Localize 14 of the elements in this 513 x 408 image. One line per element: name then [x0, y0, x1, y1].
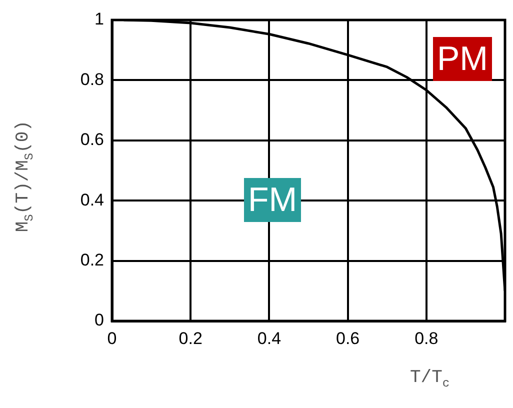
y-tick-label: 0.8: [80, 70, 104, 89]
x-tick-label: 0.8: [414, 328, 438, 348]
annotation: PM: [433, 37, 492, 81]
y-tick-label: 0: [94, 310, 104, 330]
x-tick-label: 0.4: [257, 328, 282, 348]
y-tick-label: 0.4: [80, 190, 104, 210]
annotation: FM: [244, 178, 302, 222]
x-tick-label: 0.2: [178, 328, 202, 348]
y-tick-label: 0.6: [80, 130, 104, 150]
x-tick-label: 0: [107, 328, 117, 348]
y-tick-label: 1: [94, 10, 104, 29]
y-tick-label: 0.2: [80, 250, 104, 270]
x-axis-title: T/T$_{c}$: [410, 368, 450, 391]
x-tick-label: 0.6: [336, 328, 360, 348]
